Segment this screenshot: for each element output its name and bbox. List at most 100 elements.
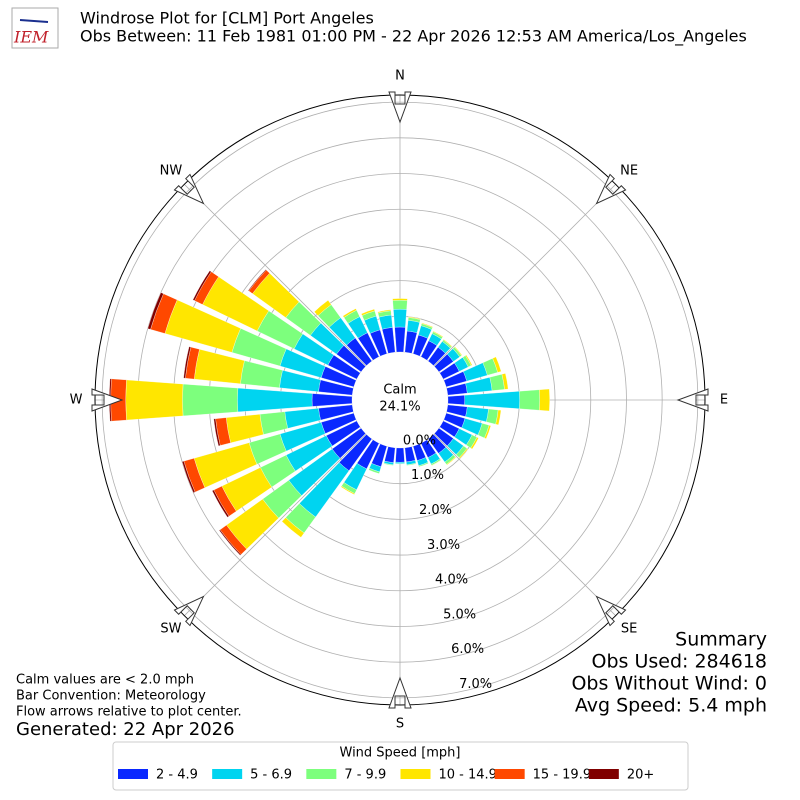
legend-swatch — [118, 769, 148, 779]
summary-line: Obs Without Wind: 0 — [571, 673, 767, 695]
r-tick-label: 2.0% — [419, 503, 452, 518]
legend-swatch — [588, 769, 619, 779]
bar-segment — [519, 389, 540, 411]
compass-label: N — [395, 69, 405, 84]
bar-segment — [421, 322, 434, 328]
bar-segment — [259, 411, 288, 435]
bar-segment — [226, 414, 264, 444]
flow-arrow — [173, 595, 205, 627]
compass-label: SE — [621, 622, 637, 637]
bar-segment — [408, 316, 421, 320]
bar-segment — [443, 339, 453, 348]
logo-line — [19, 19, 49, 23]
generated: Generated: 22 Apr 2026 — [16, 719, 235, 740]
legend-swatch — [494, 769, 525, 779]
spoke — [433, 433, 616, 616]
legend-label: 10 - 14.9 — [439, 768, 497, 783]
bar-segment — [393, 309, 407, 328]
bar-segment — [211, 489, 230, 518]
bar-segment — [368, 468, 380, 474]
chart-title: Windrose Plot for [CLM] Port Angeles — [80, 9, 374, 28]
logo-text: IEM — [13, 28, 49, 47]
bar-segment — [395, 461, 405, 464]
grid-ring — [101, 101, 699, 699]
bar-segment — [237, 387, 313, 413]
logo: IEM — [11, 7, 59, 49]
r-tick-label: 0.0% — [403, 433, 436, 448]
bar-segment — [539, 388, 550, 412]
bar-segment — [219, 529, 242, 556]
compass-label: NE — [620, 163, 638, 178]
bar-segment — [213, 418, 221, 447]
flow-arrow — [595, 173, 627, 205]
bar-segment — [501, 373, 509, 390]
bar-segment — [446, 456, 457, 466]
bar-segment — [447, 395, 465, 405]
flow-arrow — [91, 388, 124, 412]
bar-segment — [361, 308, 375, 316]
spoke — [433, 184, 616, 367]
legend-swatch — [400, 769, 431, 779]
bar-segment — [464, 391, 520, 409]
flow-arrow — [595, 595, 627, 627]
bar-segment — [454, 346, 463, 356]
summary-line: Obs Used: 284618 — [592, 651, 767, 673]
compass-label: SW — [160, 622, 181, 637]
legend-title: Wind Speed [mph] — [340, 746, 461, 761]
bar-segment — [418, 462, 429, 467]
bar-segment — [247, 269, 267, 292]
note: Flow arrows relative to plot center. — [16, 705, 242, 720]
bar-segment — [147, 292, 164, 330]
legend-label: 2 - 4.9 — [156, 768, 198, 783]
bar-segment — [459, 448, 469, 459]
bar-segment — [377, 309, 392, 314]
bar-segment — [378, 314, 393, 330]
bar-segment — [394, 326, 406, 353]
compass-label: E — [720, 393, 728, 408]
logo-box — [11, 7, 59, 49]
bar-segment — [465, 354, 473, 366]
legend-box — [112, 741, 689, 791]
bar-segment — [183, 346, 192, 379]
legend-swatch — [212, 769, 243, 779]
bar-segment — [492, 356, 502, 373]
bar-segment — [395, 463, 405, 465]
bar-segment — [406, 462, 417, 466]
legend-label: 5 - 6.9 — [250, 768, 292, 783]
flow-arrow — [388, 91, 412, 124]
note: Calm values are < 2.0 mph — [16, 673, 194, 688]
r-tick-label: 1.0% — [411, 468, 444, 483]
compass-label: NW — [160, 163, 183, 178]
bar-segment — [181, 460, 196, 494]
legend-label: 7 - 9.9 — [344, 768, 386, 783]
legend-label: 20+ — [627, 768, 654, 783]
bar-segment — [192, 270, 212, 301]
r-tick-label: 5.0% — [443, 607, 476, 622]
bar-segment — [431, 459, 442, 466]
calm-circle — [352, 352, 448, 448]
bar-segment — [182, 383, 239, 417]
bar-segment — [406, 320, 420, 333]
bar-segment — [194, 349, 245, 384]
bar-segment — [314, 300, 332, 316]
bar-segment — [311, 393, 353, 407]
r-tick-label: 6.0% — [451, 642, 484, 657]
r-tick-label: 3.0% — [427, 538, 460, 553]
summary-line: Summary — [675, 629, 767, 651]
bar-segment — [383, 462, 394, 466]
r-tick-label: 4.0% — [435, 573, 468, 588]
bar-segment — [392, 298, 408, 301]
bar-segment — [281, 517, 305, 538]
bar-segment — [484, 425, 492, 439]
calm-label: Calm — [383, 383, 416, 398]
bar-segment — [340, 485, 355, 495]
chart-subtitle: Obs Between: 11 Feb 1981 01:00 PM - 22 A… — [80, 27, 747, 47]
bar-segment — [495, 409, 502, 426]
flow-arrow — [388, 676, 412, 709]
bar-segment — [342, 308, 357, 318]
bar-segment — [470, 437, 479, 450]
legend-swatch — [306, 769, 337, 779]
legend-label: 15 - 19.9 — [533, 768, 591, 783]
summary-line: Avg Speed: 5.4 mph — [575, 695, 767, 717]
